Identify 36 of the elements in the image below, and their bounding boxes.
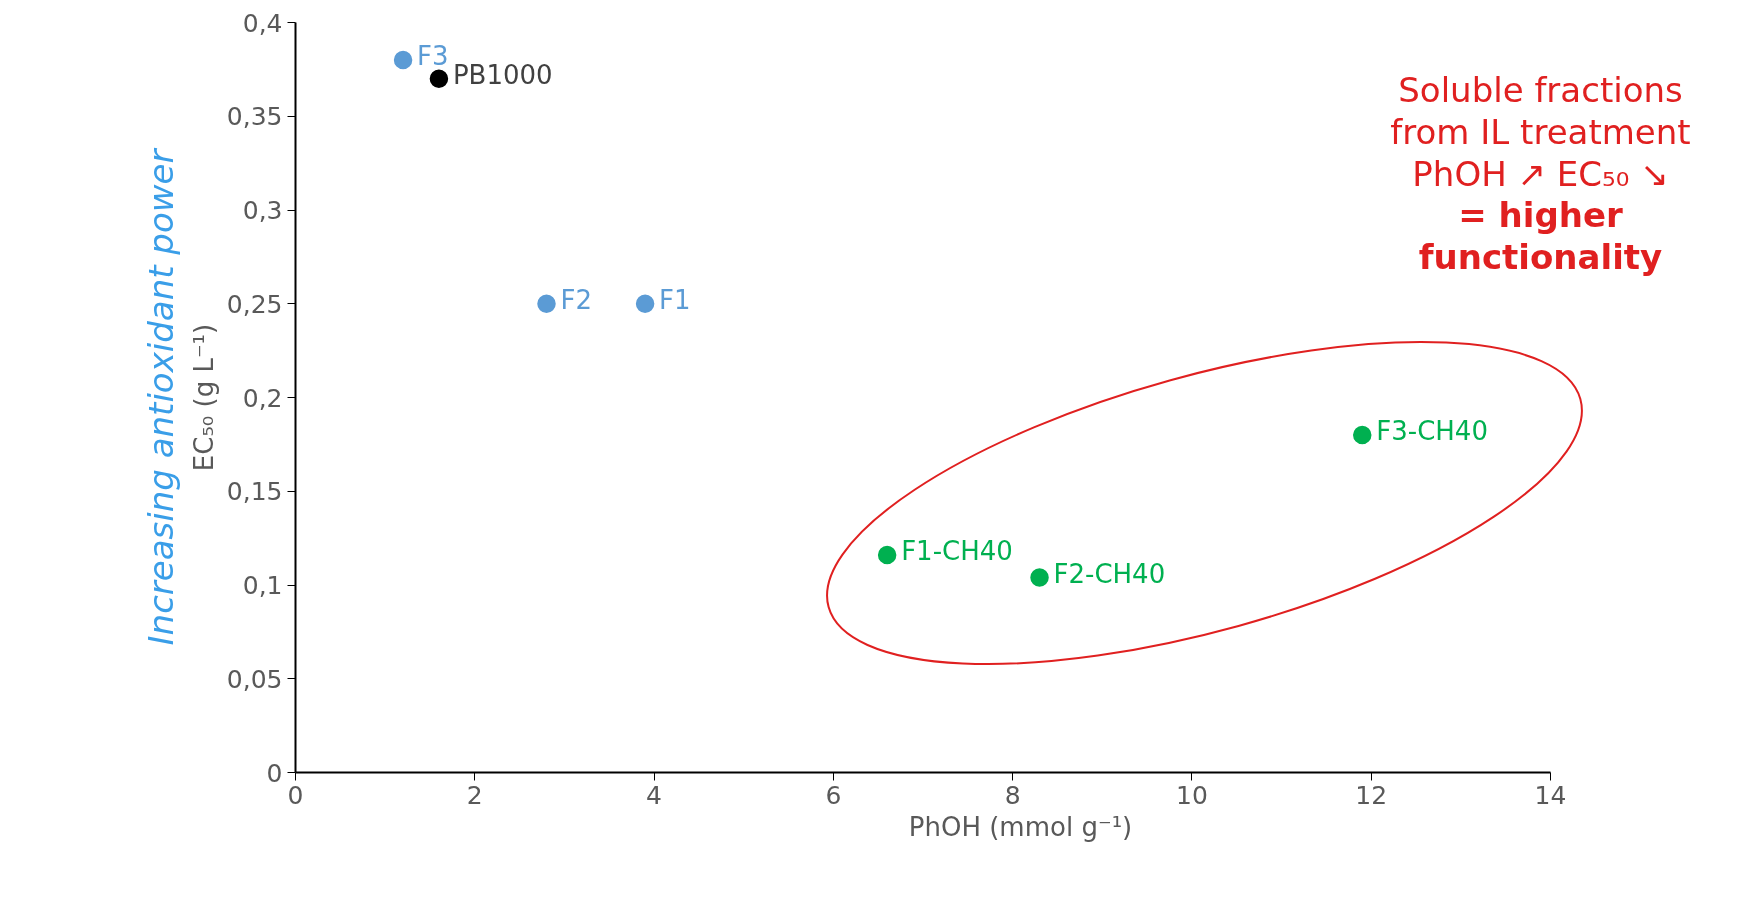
point (428, 68, 450, 90)
series-label: F1 (659, 284, 691, 315)
y-tick-label: 0,3 (242, 196, 283, 225)
x-tick-label: 4 (646, 780, 663, 810)
series-label: F3-CH40 (1376, 416, 1488, 446)
annotation: = higher functionality (1418, 194, 1663, 277)
series-label: F2 (560, 284, 592, 315)
x-tick-label: 6 (825, 780, 842, 810)
series-label: F2-CH40 (1053, 558, 1166, 589)
point (392, 49, 414, 71)
series-label: F3 (417, 41, 449, 71)
annotation: Soluble fractions from IL treatment PhOH ↗ EC₅₀ ↘ (1390, 69, 1691, 194)
point (1351, 424, 1373, 446)
series-label: F1-CH40 (901, 536, 1013, 566)
point (876, 544, 898, 566)
x-tick-label: 8 (1004, 780, 1021, 810)
y-tick-label: 0,1 (242, 571, 283, 600)
series-label: PB1000 (452, 59, 553, 90)
x-tick-label: 10 (1176, 780, 1208, 810)
x-tick-label: 0 (287, 780, 304, 810)
y-axis-title: EC₅₀ (g L⁻¹) (188, 323, 219, 472)
x-tick-label: 12 (1355, 780, 1388, 810)
text: Increasing antioxidant power (140, 147, 181, 646)
x-axis-title: PhOH (mmol g⁻¹) (908, 811, 1133, 842)
y-tick-label: 0,25 (226, 289, 283, 319)
y-tick-label: 0,05 (226, 664, 283, 694)
y-tick-label: 0,2 (242, 383, 283, 413)
y-tick-label: 0 (266, 758, 283, 788)
point (634, 293, 656, 315)
point (535, 293, 558, 315)
y-tick-label: 0,4 (242, 8, 283, 38)
point (1028, 566, 1051, 589)
y-tick-label: 0,15 (226, 477, 283, 507)
y-tick-label: 0,35 (226, 102, 283, 132)
x-tick-label: 14 (1534, 780, 1567, 810)
x-tick-label: 2 (466, 780, 483, 810)
